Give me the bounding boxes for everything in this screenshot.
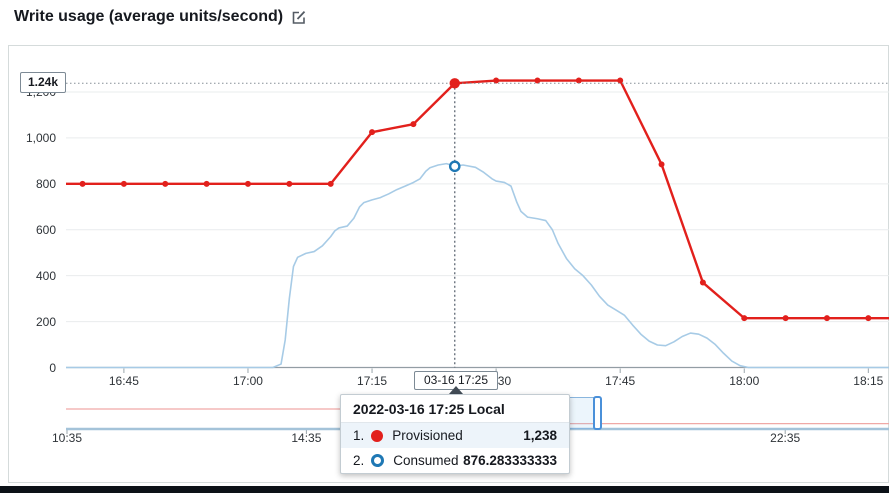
provisioned-point — [865, 315, 872, 322]
provisioned-point — [782, 315, 789, 322]
provisioned-point — [534, 77, 541, 84]
hover-tooltip: 2022-03-16 17:25 Local 1. Provisioned 1,… — [340, 394, 570, 474]
row-index: 1. — [353, 428, 365, 443]
provisioned-point — [658, 161, 665, 168]
provisioned-point — [79, 180, 86, 187]
x-tick-label: 17:15 — [357, 374, 388, 388]
row-value: 1,238 — [523, 428, 557, 443]
provisioned-point — [120, 180, 127, 187]
provisioned-point — [286, 180, 293, 187]
brush-right-handle[interactable] — [593, 396, 602, 430]
row-label: Consumed — [393, 453, 459, 468]
brush-tick-label: 14:35 — [291, 431, 322, 445]
y-tick-label: 600 — [35, 222, 56, 237]
y-tick-label: 800 — [35, 176, 56, 191]
x-tick-label: 18:15 — [853, 374, 884, 388]
provisioned-point — [741, 315, 748, 322]
provisioned-point — [162, 180, 169, 187]
provisioned-point — [327, 180, 334, 187]
x-tick-label: 16:45 — [108, 374, 139, 388]
tooltip-row-consumed[interactable]: 2. Consumed 876.283333333 — [341, 448, 569, 473]
tooltip-caret-icon — [449, 386, 463, 394]
provisioned-point — [369, 129, 376, 136]
y-tick-label: 1,000 — [25, 130, 56, 145]
provisioned-point — [575, 77, 582, 84]
provisioned-point — [410, 121, 417, 128]
tooltip-title: 2022-03-16 17:25 Local — [341, 395, 569, 423]
consumed-marker-icon — [371, 454, 385, 467]
y-tick-label: 200 — [35, 314, 56, 329]
edit-icon[interactable] — [291, 9, 307, 25]
row-value: 876.283333333 — [463, 453, 557, 468]
hover-x-value-box: 03-16 17:25 — [414, 371, 498, 390]
brush-tick-label: 22:35 — [770, 431, 801, 445]
provisioned-point — [244, 180, 251, 187]
provisioned-marker-icon — [371, 429, 384, 442]
y-tick-label: 0 — [49, 360, 56, 375]
x-tick-label: 18:00 — [729, 374, 760, 388]
row-label: Provisioned — [392, 428, 463, 443]
hover-provisioned-marker — [449, 78, 460, 89]
provisioned-point — [699, 279, 706, 286]
y-tick-label: 400 — [35, 268, 56, 283]
hover-y-value-box: 1.24k — [20, 72, 67, 93]
brush-tick-label: 10:35 — [51, 431, 83, 445]
provisioned-point — [617, 77, 624, 84]
consumed-line — [66, 162, 889, 369]
tooltip-row-provisioned[interactable]: 1. Provisioned 1,238 — [341, 423, 569, 448]
bottom-edge-bar — [0, 486, 889, 493]
chart-title: Write usage (average units/second) — [14, 8, 284, 25]
hover-consumed-marker — [448, 160, 461, 173]
chart-header: Write usage (average units/second) — [14, 8, 307, 26]
provisioned-point — [203, 180, 210, 187]
row-index: 2. — [353, 453, 365, 468]
x-tick-label: 17:45 — [605, 374, 636, 388]
provisioned-point — [493, 77, 500, 84]
x-tick-label: 17:00 — [232, 374, 263, 388]
provisioned-point — [823, 315, 830, 322]
provisioned-line — [66, 79, 889, 320]
